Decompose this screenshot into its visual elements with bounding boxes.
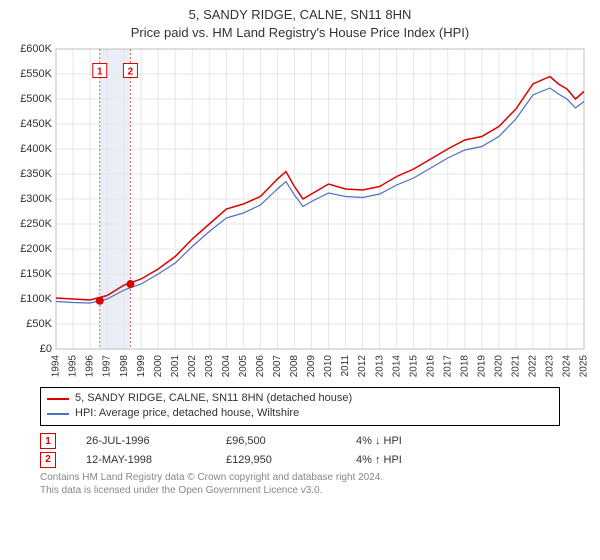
legend-label: 5, SANDY RIDGE, CALNE, SN11 8HN (detache… (75, 391, 352, 406)
line-chart: £0 £50K £100K £150K £200K £250K £300K £350K £400… (8, 43, 592, 383)
svg-text:2013: 2013 (374, 355, 385, 378)
svg-text:2019: 2019 (476, 355, 487, 378)
svg-text:2014: 2014 (391, 355, 402, 378)
footer-line1: Contains HM Land Registry data © Crown c… (40, 471, 560, 484)
title-line1: 5, SANDY RIDGE, CALNE, SN11 8HN (0, 6, 600, 24)
svg-text:2023: 2023 (545, 355, 556, 378)
marker-hpi: 4% ↓ HPI (356, 432, 402, 451)
marker-date: 26-JUL-1996 (86, 432, 196, 451)
svg-text:2009: 2009 (306, 355, 317, 378)
svg-text:2017: 2017 (442, 355, 453, 378)
svg-text:2016: 2016 (425, 355, 436, 378)
marker-hpi: 4% ↑ HPI (356, 451, 402, 470)
svg-text:£50K: £50K (26, 318, 52, 330)
svg-text:£450K: £450K (20, 118, 52, 130)
svg-text:2005: 2005 (238, 355, 249, 378)
svg-text:2022: 2022 (528, 355, 539, 378)
footer-line2: This data is licensed under the Open Gov… (40, 484, 560, 497)
svg-text:1999: 1999 (136, 355, 147, 378)
chart-area: £0 £50K £100K £150K £200K £250K £300K £350K £400… (8, 43, 592, 383)
svg-text:2018: 2018 (459, 355, 470, 378)
svg-text:2011: 2011 (340, 355, 351, 377)
marker-table: 1 26-JUL-1996 £96,500 4% ↓ HPI 2 12-MAY-… (40, 432, 560, 469)
svg-text:2006: 2006 (255, 355, 266, 378)
svg-text:2020: 2020 (493, 355, 504, 378)
svg-text:£250K: £250K (20, 218, 52, 230)
svg-text:1998: 1998 (119, 355, 130, 378)
svg-text:£150K: £150K (20, 268, 52, 280)
svg-text:£100K: £100K (20, 293, 52, 305)
title-line2: Price paid vs. HM Land Registry's House … (0, 24, 600, 42)
svg-text:2007: 2007 (272, 355, 283, 378)
svg-text:2021: 2021 (511, 355, 522, 378)
svg-text:£0: £0 (40, 343, 52, 355)
svg-text:2: 2 (128, 67, 134, 78)
marker-row: 2 12-MAY-1998 £129,950 4% ↑ HPI (40, 451, 560, 470)
legend-item: HPI: Average price, detached house, Wilt… (47, 406, 553, 421)
svg-text:1: 1 (97, 67, 103, 78)
svg-text:2004: 2004 (221, 355, 232, 378)
marker-date: 12-MAY-1998 (86, 451, 196, 470)
chart-title: 5, SANDY RIDGE, CALNE, SN11 8HN Price pa… (0, 0, 600, 41)
svg-text:2010: 2010 (323, 355, 334, 378)
marker-price: £129,950 (226, 451, 326, 470)
svg-text:2015: 2015 (408, 355, 419, 378)
legend-swatch (47, 398, 69, 400)
legend-swatch (47, 413, 69, 415)
marker-price: £96,500 (226, 432, 326, 451)
svg-text:2001: 2001 (170, 355, 181, 378)
svg-text:2002: 2002 (187, 355, 198, 378)
legend-label: HPI: Average price, detached house, Wilt… (75, 406, 299, 421)
svg-text:2003: 2003 (204, 355, 215, 378)
svg-text:£550K: £550K (20, 68, 52, 80)
svg-text:1996: 1996 (85, 355, 96, 378)
svg-text:£300K: £300K (20, 193, 52, 205)
svg-text:2012: 2012 (357, 355, 368, 378)
svg-text:1994: 1994 (51, 355, 62, 378)
svg-text:1997: 1997 (102, 355, 113, 378)
legend: 5, SANDY RIDGE, CALNE, SN11 8HN (detache… (40, 387, 560, 426)
footer-note: Contains HM Land Registry data © Crown c… (40, 471, 560, 497)
svg-text:1995: 1995 (68, 355, 79, 378)
svg-text:£200K: £200K (20, 243, 52, 255)
svg-text:£600K: £600K (20, 43, 52, 55)
marker-badge: 2 (40, 452, 56, 468)
marker-badge: 1 (40, 433, 56, 449)
svg-text:2000: 2000 (153, 355, 164, 378)
svg-text:2024: 2024 (562, 355, 573, 378)
legend-item: 5, SANDY RIDGE, CALNE, SN11 8HN (detache… (47, 391, 553, 406)
svg-text:£350K: £350K (20, 168, 52, 180)
marker-row: 1 26-JUL-1996 £96,500 4% ↓ HPI (40, 432, 560, 451)
svg-text:£500K: £500K (20, 93, 52, 105)
svg-text:£400K: £400K (20, 143, 52, 155)
svg-text:2025: 2025 (579, 355, 590, 378)
svg-text:2008: 2008 (289, 355, 300, 378)
